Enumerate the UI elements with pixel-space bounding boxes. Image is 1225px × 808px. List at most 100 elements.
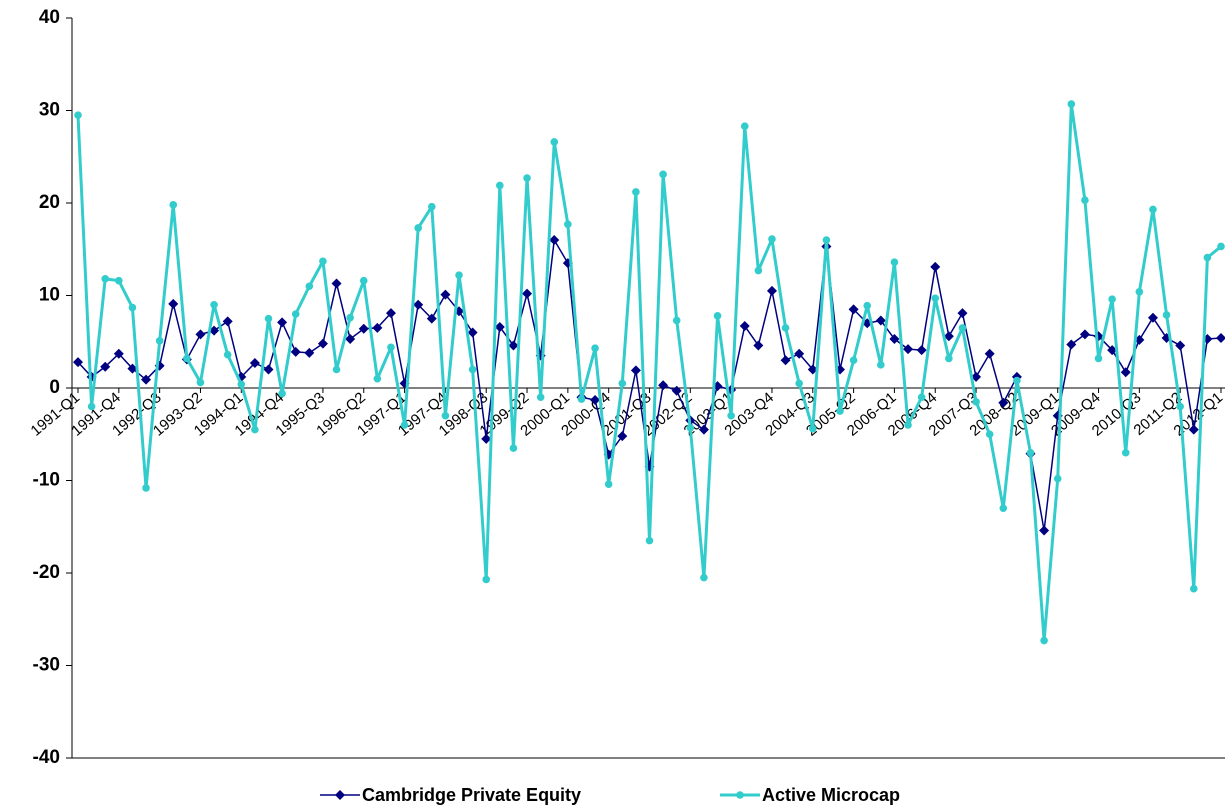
point [494,321,505,332]
point [766,285,777,296]
point [155,337,164,345]
point [1026,448,1035,457]
series-line [76,102,1222,643]
point [481,433,492,444]
point [1216,333,1225,344]
point [577,395,586,403]
series-line [77,239,1222,532]
point [727,411,735,420]
point [1013,376,1021,385]
point [291,310,300,318]
point [277,317,288,328]
point [877,361,885,369]
point [426,313,437,324]
point [930,261,941,272]
point [169,201,178,209]
point [317,338,328,349]
point [549,235,560,245]
point [1217,242,1225,251]
point [372,322,383,333]
point [74,111,82,119]
point [373,374,382,383]
point [836,407,844,415]
point [1040,636,1048,645]
point [686,423,695,432]
point [957,308,968,319]
point [1066,339,1077,350]
point [1175,340,1186,351]
point [100,361,111,372]
point [1203,253,1212,262]
point [1189,584,1198,593]
point [754,266,763,275]
point [958,324,967,332]
point [210,300,218,309]
point [141,374,152,385]
point [889,333,900,344]
point [1094,354,1103,363]
point [290,346,301,357]
point [985,430,994,439]
point [1162,311,1171,319]
point [73,357,83,368]
point [400,421,409,429]
point [508,340,519,351]
point [1188,424,1199,435]
y-tick-label: 30 [39,100,60,121]
point [319,257,327,266]
point [645,536,654,545]
point [617,431,628,442]
y-tick-label: 0 [49,377,60,398]
point [1121,448,1130,457]
point [698,424,709,435]
point [564,220,572,229]
y-tick-label: -10 [33,470,60,491]
point [632,188,640,196]
point [863,301,872,310]
point [304,347,315,358]
point [345,333,356,344]
point [359,276,368,285]
point [101,275,110,283]
series [74,100,1225,645]
point [413,299,424,310]
point [1176,402,1184,411]
point [618,379,627,388]
point [998,397,1009,408]
point [455,271,463,279]
y-tick-label: -30 [33,655,60,676]
point [740,122,749,131]
point [658,380,669,391]
point [999,504,1008,513]
point [794,348,805,359]
point [1067,100,1076,108]
legend-label: Cambridge Private Equity [362,785,581,805]
point [1108,295,1116,304]
point [700,573,708,582]
point [183,354,191,363]
point [468,365,477,374]
point [223,350,232,359]
point [604,480,613,489]
point [1081,196,1089,205]
point [196,378,205,387]
point [87,402,96,411]
point [808,424,817,433]
point [659,170,667,179]
point [237,380,246,389]
point [509,444,518,452]
point [251,425,259,434]
y-tick-label: -40 [33,747,60,768]
point [713,312,722,320]
point [890,258,899,267]
point [346,313,354,322]
point [1120,367,1131,378]
point [195,329,206,340]
point [522,288,533,299]
point [1149,205,1157,214]
point [971,371,982,382]
point [441,411,450,420]
point [780,355,791,366]
point [550,138,559,146]
y-tick-label: -20 [33,562,60,583]
